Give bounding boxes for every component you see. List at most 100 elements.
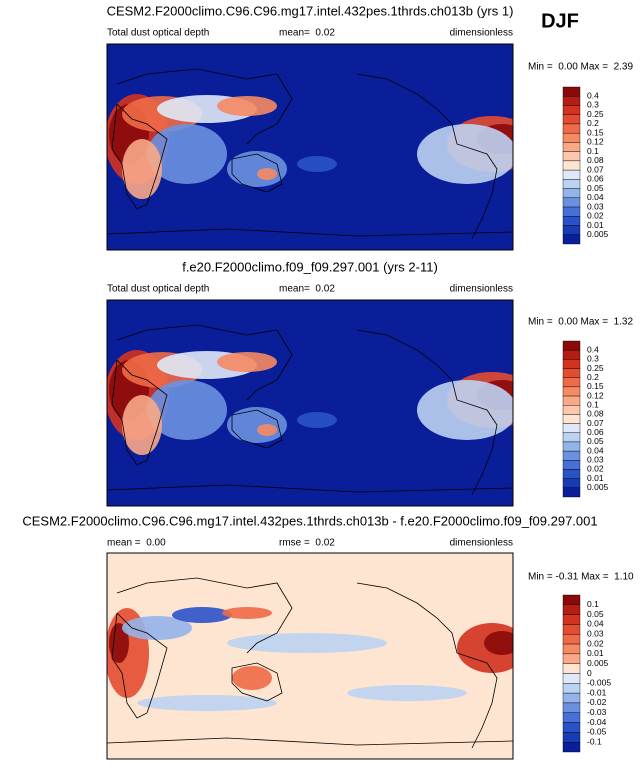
colorbar-box bbox=[562, 414, 581, 424]
colorbar-label: 0.005 bbox=[587, 229, 609, 239]
map-frame bbox=[106, 299, 514, 507]
coastline bbox=[111, 103, 168, 210]
colorbar-label: 0.02 bbox=[587, 638, 604, 648]
colorbar-box bbox=[562, 188, 581, 199]
colorbar-box bbox=[562, 722, 581, 733]
colorbar-label: 0.01 bbox=[587, 648, 604, 658]
colorbar-label: -0.01 bbox=[587, 687, 607, 697]
colorbar-label: 0.25 bbox=[587, 109, 604, 119]
colorbar-box bbox=[562, 441, 581, 452]
map-field bbox=[107, 300, 513, 506]
colorbar-label: 0.06 bbox=[587, 427, 604, 437]
field-patch bbox=[217, 352, 277, 372]
colorbar-label: 0.15 bbox=[587, 127, 604, 137]
panel-units: dimensionless bbox=[450, 28, 513, 39]
colorbar-box bbox=[562, 114, 581, 125]
colorbar-label: 0.08 bbox=[587, 409, 604, 419]
panel-units: dimensionless bbox=[450, 538, 513, 549]
panel-left-label: mean = 0.00 bbox=[107, 538, 166, 549]
colorbar-box bbox=[562, 105, 581, 115]
colorbar-label: 0.05 bbox=[587, 609, 604, 619]
field-patch bbox=[222, 607, 272, 619]
colorbar-box bbox=[562, 624, 581, 635]
colorbar-label: 0 bbox=[587, 668, 592, 678]
colorbar-label: 0.01 bbox=[587, 220, 604, 230]
colorbar-label: -0.1 bbox=[587, 736, 602, 746]
colorbar-box bbox=[562, 604, 581, 615]
coastline bbox=[116, 577, 293, 654]
coastline bbox=[116, 324, 293, 401]
colorbar-label: 0.02 bbox=[587, 464, 604, 474]
panel-left-label: Total dust optical depth bbox=[107, 284, 209, 295]
map-background bbox=[107, 553, 513, 759]
map-field bbox=[107, 44, 513, 250]
colorbar-label: 0.02 bbox=[587, 211, 604, 221]
coastline bbox=[231, 153, 283, 193]
colorbar-label: 0.2 bbox=[587, 118, 599, 128]
map bbox=[106, 43, 514, 251]
field-patch bbox=[227, 633, 387, 653]
coastline bbox=[111, 359, 168, 466]
colorbar-label: 0.3 bbox=[587, 354, 599, 364]
colorbar-box bbox=[562, 132, 581, 143]
colorbar-box bbox=[562, 423, 581, 433]
field-patch bbox=[109, 623, 129, 663]
colorbar-box bbox=[562, 702, 581, 713]
colorbar-label: -0.05 bbox=[587, 727, 607, 737]
colorbar-box bbox=[562, 405, 581, 415]
coastline bbox=[231, 409, 283, 449]
colorbar-box bbox=[562, 96, 581, 106]
field-patch bbox=[122, 395, 162, 455]
colorbar-label: 0.03 bbox=[587, 629, 604, 639]
panel-middle-label: mean= 0.02 bbox=[279, 284, 335, 295]
colorbar-box bbox=[562, 450, 581, 461]
panel-middle-label: rmse = 0.02 bbox=[279, 538, 335, 549]
colorbar-label: -0.03 bbox=[587, 707, 607, 717]
coastline bbox=[356, 582, 498, 749]
panel-units: dimensionless bbox=[450, 284, 513, 295]
colorbar-label: 0.25 bbox=[587, 363, 604, 373]
colorbar-box bbox=[562, 179, 581, 189]
coastline bbox=[111, 612, 168, 719]
field-patch bbox=[347, 685, 467, 701]
field-patch bbox=[232, 666, 272, 690]
colorbar-label: 0.05 bbox=[587, 436, 604, 446]
colorbar-label: 0.3 bbox=[587, 100, 599, 110]
colorbar-box bbox=[562, 594, 581, 606]
panel-middle-label: mean= 0.02 bbox=[279, 28, 335, 39]
colorbar-box bbox=[562, 368, 581, 378]
field-patch bbox=[297, 156, 337, 172]
colorbar-label: 0.4 bbox=[587, 90, 599, 100]
colorbar-label: 0.04 bbox=[587, 192, 604, 202]
colorbar-box bbox=[562, 395, 581, 406]
colorbar-label: 0.03 bbox=[587, 455, 604, 465]
field-patch bbox=[172, 607, 232, 623]
colorbar-box bbox=[562, 225, 581, 235]
map bbox=[106, 552, 514, 760]
coastline bbox=[356, 73, 498, 240]
colorbar-label: 0.04 bbox=[587, 619, 604, 629]
colorbar-box bbox=[562, 460, 581, 470]
panel-left-label: Total dust optical depth bbox=[107, 28, 209, 39]
field-patch bbox=[137, 695, 277, 711]
min-max: Min = 0.00 Max = 2.39 bbox=[528, 62, 633, 73]
colorbar-box bbox=[562, 386, 581, 397]
colorbar-box bbox=[562, 197, 581, 208]
colorbar-label: 0.4 bbox=[587, 344, 599, 354]
colorbar-label: 0.1 bbox=[587, 146, 599, 156]
colorbar-box bbox=[562, 732, 581, 743]
field-patch bbox=[122, 616, 192, 640]
colorbar-label: 0.2 bbox=[587, 372, 599, 382]
colorbar-label: 0.1 bbox=[587, 599, 599, 609]
colorbar-box bbox=[562, 673, 581, 684]
colorbar-box bbox=[562, 487, 581, 498]
colorbar-box bbox=[562, 151, 581, 162]
field-patch bbox=[417, 124, 513, 184]
map-frame bbox=[106, 43, 514, 251]
colorbar-box bbox=[562, 359, 581, 369]
colorbar-box bbox=[562, 653, 581, 664]
colorbar-box bbox=[562, 478, 581, 489]
colorbar-label: -0.04 bbox=[587, 717, 607, 727]
colorbar-label: 0.15 bbox=[587, 381, 604, 391]
colorbar-label: 0.07 bbox=[587, 418, 604, 428]
